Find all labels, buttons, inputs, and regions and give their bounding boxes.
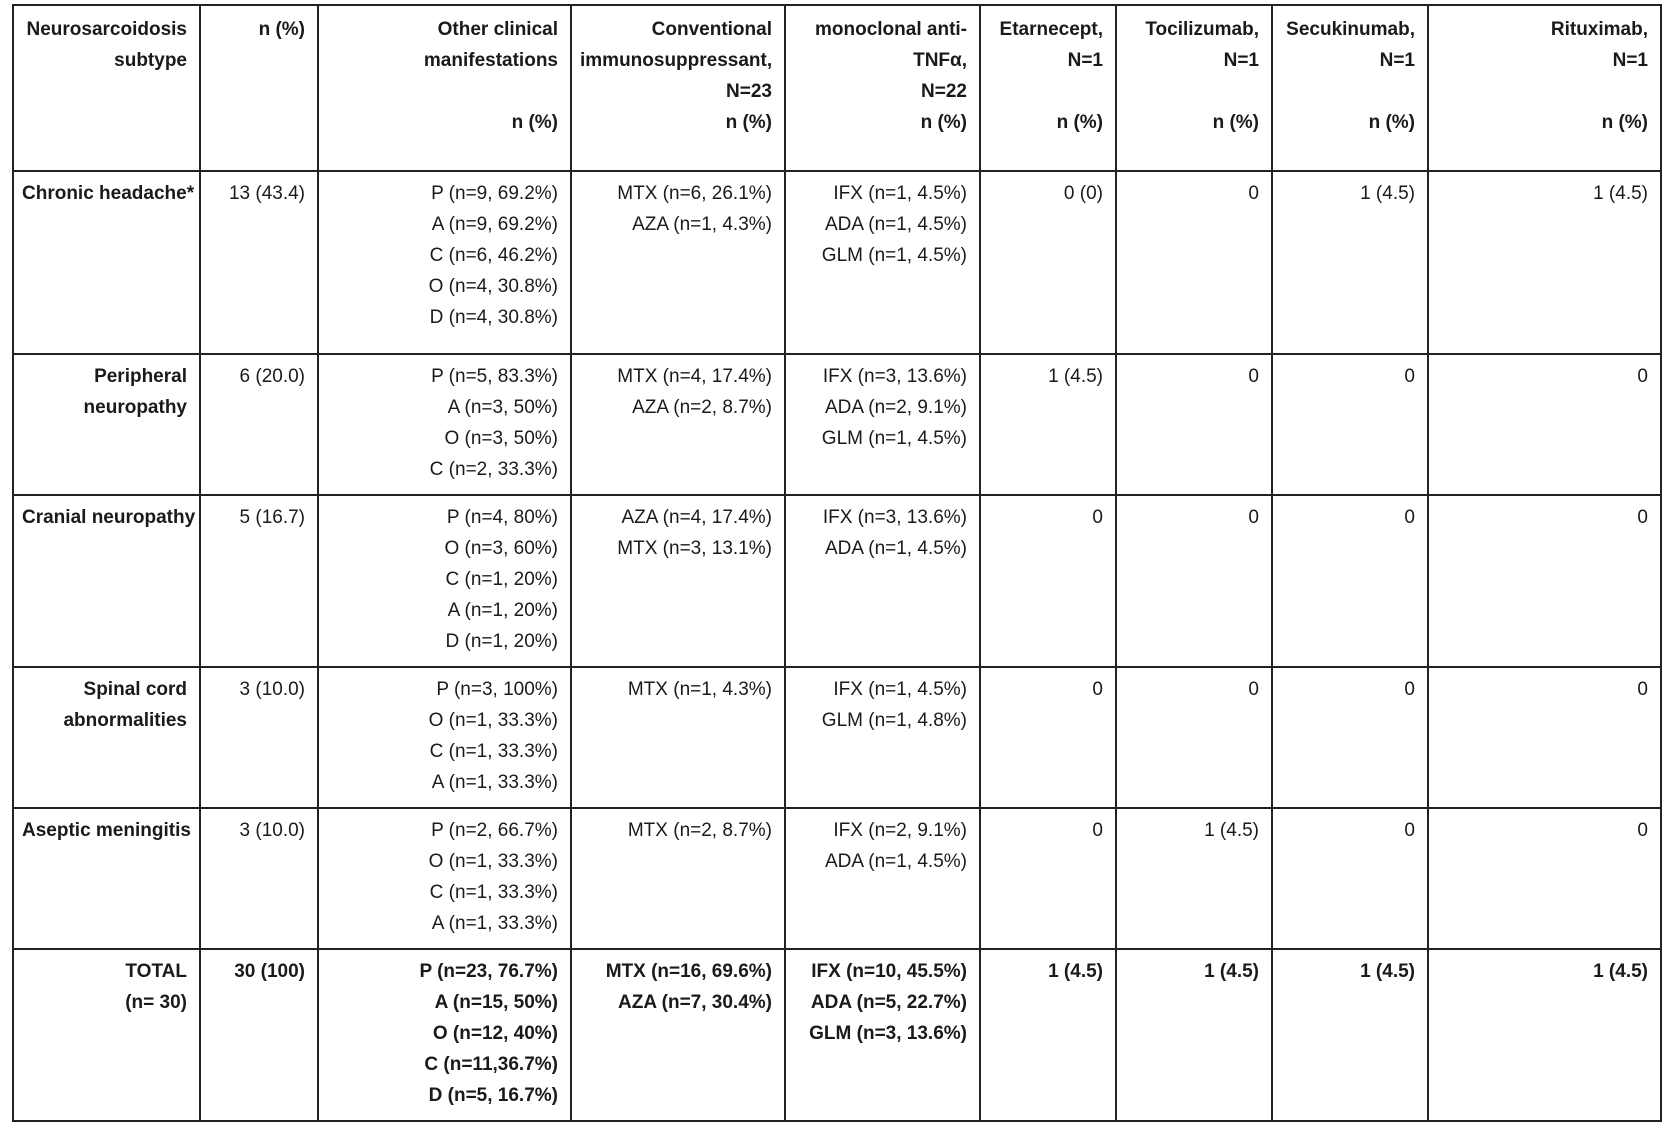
n-percent-cell: 5 (16.7) <box>199 494 319 668</box>
etarnecept-cell: 1 (4.5) <box>979 948 1117 1122</box>
conventional-cell: AZA (n=4, 17.4%) MTX (n=3, 13.1%) <box>570 494 786 668</box>
n-percent-cell: 6 (20.0) <box>199 353 319 496</box>
rituximab-cell: 1 (4.5) <box>1427 948 1662 1122</box>
tocilizumab-cell: 0 <box>1115 666 1273 809</box>
etarnecept-cell: 0 <box>979 666 1117 809</box>
secukinumab-cell: 0 <box>1271 353 1429 496</box>
rituximab-cell: 1 (4.5) <box>1427 170 1662 355</box>
anti-tnf-cell: IFX (n=3, 13.6%) ADA (n=2, 9.1%) GLM (n=… <box>784 353 981 496</box>
rituximab-cell: 0 <box>1427 353 1662 496</box>
tocilizumab-cell: 1 (4.5) <box>1115 807 1273 950</box>
header-secukinumab: Secukinumab, N=1 n (%) <box>1271 4 1429 172</box>
etarnecept-cell: 0 <box>979 494 1117 668</box>
conventional-cell: MTX (n=16, 69.6%) AZA (n=7, 30.4%) <box>570 948 786 1122</box>
n-percent-cell: 13 (43.4) <box>199 170 319 355</box>
header-n-percent: n (%) <box>199 4 319 172</box>
rituximab-cell: 0 <box>1427 494 1662 668</box>
rituximab-cell: 0 <box>1427 807 1662 950</box>
anti-tnf-cell: IFX (n=1, 4.5%) ADA (n=1, 4.5%) GLM (n=1… <box>784 170 981 355</box>
subtype-cell: Cranial neuropathy <box>12 494 201 668</box>
table-row: Cranial neuropathy 5 (16.7) P (n=4, 80%)… <box>12 494 1662 668</box>
secukinumab-cell: 0 <box>1271 807 1429 950</box>
conventional-cell: MTX (n=1, 4.3%) <box>570 666 786 809</box>
conventional-cell: MTX (n=6, 26.1%) AZA (n=1, 4.3%) <box>570 170 786 355</box>
n-percent-cell: 30 (100) <box>199 948 319 1122</box>
other-manifestations-cell: P (n=23, 76.7%) A (n=15, 50%) O (n=12, 4… <box>317 948 572 1122</box>
header-anti-tnf: monoclonal anti- TNFα, N=22 n (%) <box>784 4 981 172</box>
secukinumab-cell: 0 <box>1271 494 1429 668</box>
etarnecept-cell: 0 <box>979 807 1117 950</box>
anti-tnf-cell: IFX (n=10, 45.5%) ADA (n=5, 22.7%) GLM (… <box>784 948 981 1122</box>
subtype-cell: Peripheral neuropathy <box>12 353 201 496</box>
table-row: Chronic headache* 13 (43.4) P (n=9, 69.2… <box>12 170 1662 355</box>
header-etarnecept: Etarnecept, N=1 n (%) <box>979 4 1117 172</box>
subtype-cell: Chronic headache* <box>12 170 201 355</box>
anti-tnf-cell: IFX (n=3, 13.6%) ADA (n=1, 4.5%) <box>784 494 981 668</box>
header-rituximab: Rituximab, N=1 n (%) <box>1427 4 1662 172</box>
other-manifestations-cell: P (n=2, 66.7%) O (n=1, 33.3%) C (n=1, 33… <box>317 807 572 950</box>
total-row: TOTAL (n= 30) 30 (100) P (n=23, 76.7%) A… <box>12 948 1662 1122</box>
n-percent-cell: 3 (10.0) <box>199 807 319 950</box>
table-row: Spinal cord abnormalities 3 (10.0) P (n=… <box>12 666 1662 809</box>
other-manifestations-cell: P (n=5, 83.3%) A (n=3, 50%) O (n=3, 50%)… <box>317 353 572 496</box>
header-other-manifestations: Other clinical manifestations n (%) <box>317 4 572 172</box>
conventional-cell: MTX (n=2, 8.7%) <box>570 807 786 950</box>
secukinumab-cell: 0 <box>1271 666 1429 809</box>
subtype-cell: Spinal cord abnormalities <box>12 666 201 809</box>
other-manifestations-cell: P (n=3, 100%) O (n=1, 33.3%) C (n=1, 33.… <box>317 666 572 809</box>
anti-tnf-cell: IFX (n=1, 4.5%) GLM (n=1, 4.8%) <box>784 666 981 809</box>
tocilizumab-cell: 0 <box>1115 353 1273 496</box>
other-manifestations-cell: P (n=4, 80%) O (n=3, 60%) C (n=1, 20%) A… <box>317 494 572 668</box>
subtype-cell: Aseptic meningitis <box>12 807 201 950</box>
tocilizumab-cell: 0 <box>1115 170 1273 355</box>
neurosarcoidosis-treatment-table: Neurosarcoidosis subtype n (%) Other cli… <box>12 4 1662 1122</box>
tocilizumab-cell: 0 <box>1115 494 1273 668</box>
subtype-cell: TOTAL (n= 30) <box>12 948 201 1122</box>
etarnecept-cell: 1 (4.5) <box>979 353 1117 496</box>
table-row: Aseptic meningitis 3 (10.0) P (n=2, 66.7… <box>12 807 1662 950</box>
table-row: Peripheral neuropathy 6 (20.0) P (n=5, 8… <box>12 353 1662 496</box>
secukinumab-cell: 1 (4.5) <box>1271 170 1429 355</box>
header-conventional: Conventional immunosuppressant, N=23 n (… <box>570 4 786 172</box>
anti-tnf-cell: IFX (n=2, 9.1%) ADA (n=1, 4.5%) <box>784 807 981 950</box>
rituximab-cell: 0 <box>1427 666 1662 809</box>
header-subtype: Neurosarcoidosis subtype <box>12 4 201 172</box>
tocilizumab-cell: 1 (4.5) <box>1115 948 1273 1122</box>
header-tocilizumab: Tocilizumab, N=1 n (%) <box>1115 4 1273 172</box>
conventional-cell: MTX (n=4, 17.4%) AZA (n=2, 8.7%) <box>570 353 786 496</box>
etarnecept-cell: 0 (0) <box>979 170 1117 355</box>
n-percent-cell: 3 (10.0) <box>199 666 319 809</box>
other-manifestations-cell: P (n=9, 69.2%) A (n=9, 69.2%) C (n=6, 46… <box>317 170 572 355</box>
header-row: Neurosarcoidosis subtype n (%) Other cli… <box>12 4 1662 172</box>
secukinumab-cell: 1 (4.5) <box>1271 948 1429 1122</box>
